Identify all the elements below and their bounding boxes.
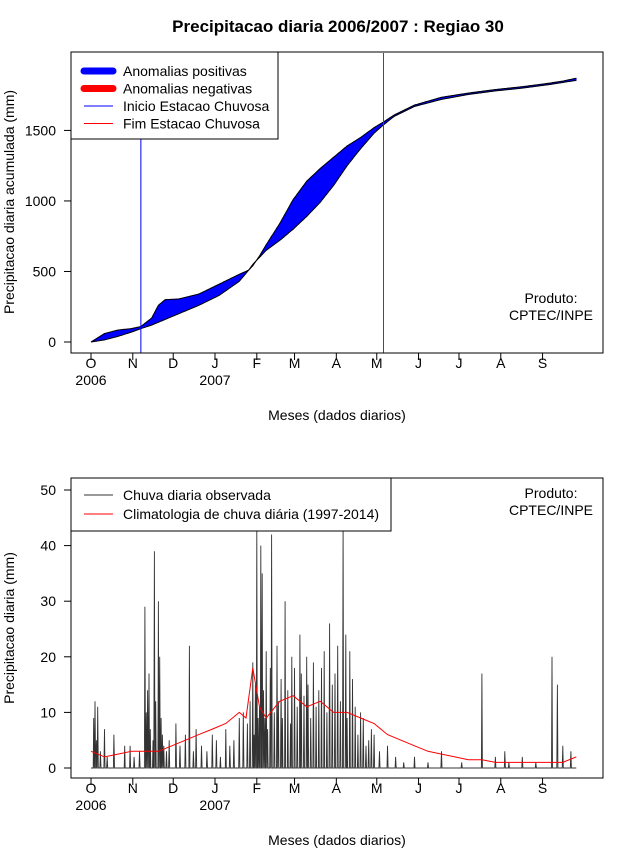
legend-label: Inicio Estacao Chuvosa [123, 98, 270, 114]
x-tick-label: A [332, 780, 342, 796]
y-axis: 0 10 20 30 40 50 [40, 482, 72, 776]
cumulative-lines [90, 77, 577, 343]
x-tick-label: J [415, 780, 422, 796]
footnote-line-1: Produto: [525, 290, 578, 306]
x-tick-label: J [212, 355, 219, 371]
chart-title: Precipitacao diaria 2006/2007 : Regiao 3… [172, 17, 504, 36]
x-tick-label: S [538, 355, 547, 371]
y-tick-label: 30 [40, 593, 56, 609]
x-tick-label: N [128, 780, 138, 796]
x-axis-label: Meses (dados diarios) [268, 407, 406, 423]
y-tick-label: 1500 [25, 122, 56, 138]
observed-cumulative-line [90, 77, 577, 343]
legend: Chuva diaria observada Climatologia de ch… [70, 477, 392, 532]
year-label: 2007 [199, 797, 230, 813]
year-label: 2006 [75, 797, 106, 813]
x-tick-label: A [332, 355, 342, 371]
legend-box [70, 477, 392, 532]
x-tick-label: D [168, 355, 178, 371]
x-tick-label: A [496, 780, 506, 796]
legend-box [70, 51, 279, 140]
year-label: 2007 [199, 372, 230, 388]
climatology-cumulative-line [90, 79, 577, 343]
legend-label: Anomalias negativas [123, 81, 252, 97]
x-axis-label: Meses (dados diarios) [268, 832, 406, 848]
x-tick-label: J [212, 780, 219, 796]
footnote-line-1: Produto: [525, 485, 578, 501]
y-tick-label: 0 [48, 760, 56, 776]
x-tick-label: M [371, 780, 383, 796]
x-axis: O N D J F M A M J J A S 2006 2007 [75, 777, 547, 813]
legend-label: Chuva diaria observada [123, 487, 271, 503]
legend-label: Climatologia de chuva diária (1997-2014) [123, 506, 379, 522]
legend-label: Anomalias positivas [123, 63, 247, 79]
y-tick-label: 1000 [25, 193, 56, 209]
legend: Anomalias positivas Anomalias negativasIn… [70, 51, 279, 140]
x-tick-label: M [371, 355, 383, 371]
climatology-daily-rain-line [90, 667, 577, 763]
y-tick-label: 20 [40, 649, 56, 665]
observed-daily-rain-line [91, 523, 577, 769]
x-tick-label: F [253, 780, 262, 796]
x-tick-label: D [168, 780, 178, 796]
x-tick-label: F [253, 355, 262, 371]
x-tick-label: J [455, 780, 462, 796]
y-tick-label: 0 [48, 334, 56, 350]
footnote-line-2: CPTEC/INPE [509, 502, 593, 518]
y-tick-label: 500 [33, 263, 57, 279]
x-tick-label: O [86, 355, 97, 371]
x-tick-label: J [455, 355, 462, 371]
footnote-line-2: CPTEC/INPE [509, 307, 593, 323]
x-axis: O N D J F M A M J J A S 2006 2007 [75, 352, 547, 388]
x-tick-label: S [538, 780, 547, 796]
y-tick-label: 40 [40, 538, 56, 554]
x-tick-label: A [496, 355, 506, 371]
x-tick-label: M [289, 780, 301, 796]
x-tick-label: N [128, 355, 138, 371]
legend-label: Fim Estacao Chuvosa [123, 116, 260, 132]
cumulative-chart: Precipitacao diaria 2006/2007 : Regiao 3… [1, 17, 604, 423]
y-axis: 0 500 1000 1500 [25, 122, 72, 350]
x-tick-label: O [86, 780, 97, 796]
y-tick-label: 50 [40, 482, 56, 498]
x-tick-label: M [289, 355, 301, 371]
y-axis-label: Precipitacao diaria acumulada (mm) [1, 90, 17, 314]
x-tick-label: J [415, 355, 422, 371]
daily-rain-series [90, 523, 577, 769]
daily-rain-chart: 0 10 20 30 40 50 O N D J F M A M J J A S 2006 2007 Precipi… [1, 477, 604, 848]
year-label: 2006 [75, 372, 106, 388]
y-axis-label: Precipitacao diaria (mm) [1, 552, 17, 704]
y-tick-label: 10 [40, 704, 56, 720]
